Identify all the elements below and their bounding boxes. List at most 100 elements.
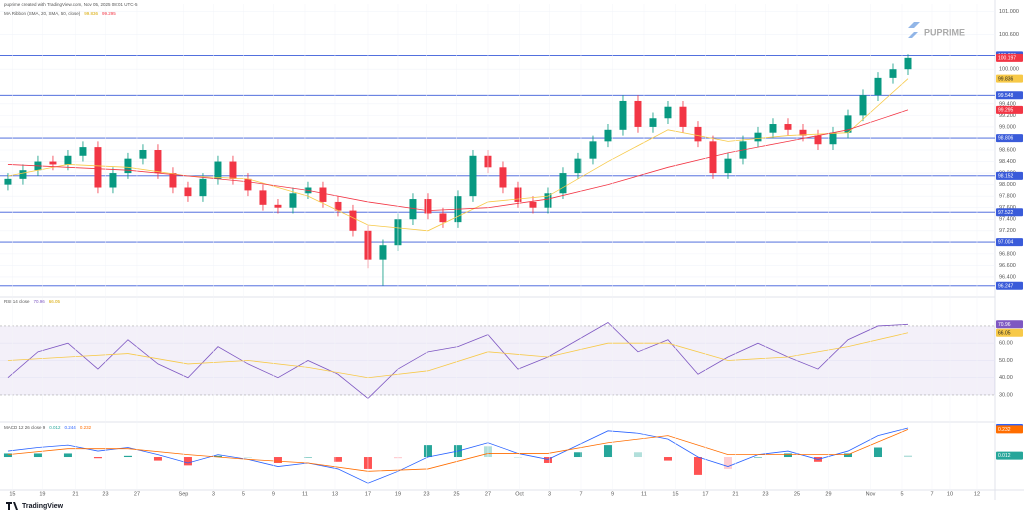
candle-body xyxy=(94,147,102,188)
candle-body xyxy=(694,126,702,142)
candle-body xyxy=(799,129,807,136)
indicator-legend: MACD 12 26 close 9 0.012 0.244 0.232 xyxy=(4,425,92,430)
indicator-name: RSI 14 close xyxy=(4,299,30,304)
candle-body xyxy=(544,193,552,208)
candle-body xyxy=(589,141,597,159)
y-tick-label: 99.000 xyxy=(999,124,1016,130)
price-tag-label: 96.247 xyxy=(998,283,1014,289)
x-tick-label: 3 xyxy=(548,491,551,497)
legend-value: 0.244 xyxy=(65,425,77,430)
logo-text: PUPRIME xyxy=(924,27,965,37)
candle-body xyxy=(679,106,687,127)
y-tick-label: 97.600 xyxy=(999,205,1016,211)
x-tick-label: 29 xyxy=(825,491,831,497)
x-tick-label: Oct xyxy=(515,491,524,497)
price-tag-label: 99.295 xyxy=(998,108,1014,114)
histogram-bar xyxy=(603,445,612,458)
indicator-line xyxy=(7,429,909,472)
x-tick-label: 17 xyxy=(365,491,371,497)
rsi-band xyxy=(0,325,995,395)
histogram-bar xyxy=(513,457,522,458)
price-tag-label: 97.004 xyxy=(998,240,1014,246)
candle-body xyxy=(409,199,417,220)
candle-body xyxy=(619,100,627,130)
y-tick-label: 100.600 xyxy=(999,32,1019,38)
x-tick-label: 25 xyxy=(453,491,459,497)
histogram-bar xyxy=(63,453,72,458)
histogram-bar xyxy=(303,457,312,458)
histogram-bar xyxy=(663,457,672,461)
candle-body xyxy=(604,129,612,142)
price-tag xyxy=(996,171,1023,180)
logo-icon xyxy=(908,22,920,38)
histogram-bar xyxy=(123,455,132,458)
candle-body xyxy=(319,187,327,202)
y-tick-label: 101.000 xyxy=(999,9,1019,15)
candle-body xyxy=(814,135,822,145)
x-tick-label: 13 xyxy=(332,491,338,497)
price-tag xyxy=(996,320,1023,329)
candle-body xyxy=(529,201,537,208)
candle-body xyxy=(559,173,567,194)
x-tick-label: 12 xyxy=(974,491,980,497)
indicator-line xyxy=(7,322,909,399)
histogram-bar xyxy=(633,452,642,458)
price-tag-label: 66.05 xyxy=(998,330,1011,336)
candle-body xyxy=(79,147,87,156)
histogram-bar xyxy=(543,457,552,463)
candle-body xyxy=(634,100,642,127)
x-tick-label: 10 xyxy=(947,491,953,497)
histogram-bar xyxy=(573,452,582,458)
x-tick-label: Nov xyxy=(866,491,876,497)
x-tick-label: 15 xyxy=(672,491,678,497)
histogram-bar xyxy=(873,447,882,458)
candle-body xyxy=(229,161,237,179)
candle-body xyxy=(19,170,27,179)
histogram-bar xyxy=(843,453,852,458)
price-tag-label: 98.806 xyxy=(998,136,1014,142)
x-tick-label: 19 xyxy=(395,491,401,497)
price-tag-label: 98.152 xyxy=(998,173,1014,179)
candle-body xyxy=(904,57,912,70)
candle-body xyxy=(469,155,477,197)
y-tick-label: 98.400 xyxy=(999,159,1016,165)
y-tick-label: 98.000 xyxy=(999,182,1016,188)
histogram-bar xyxy=(753,457,762,458)
legend-value: 66.05 xyxy=(49,299,61,304)
x-tick-label: 15 xyxy=(9,491,15,497)
y-tick-label: 96.600 xyxy=(999,263,1016,269)
candle-body xyxy=(244,178,252,191)
candle-body xyxy=(154,150,162,174)
plot-layer xyxy=(0,4,995,490)
candle-body xyxy=(4,178,12,185)
source-text: puprime created with TradingView.com, No… xyxy=(4,2,138,7)
x-tick-label: 23 xyxy=(423,491,429,497)
y-tick-label: 97.400 xyxy=(999,217,1016,223)
y-tick-label: 97.200 xyxy=(999,228,1016,234)
y-tick-label: 98.600 xyxy=(999,147,1016,153)
y-tick-label: 96.400 xyxy=(999,274,1016,280)
indicator-line xyxy=(7,332,909,379)
candle-body xyxy=(124,158,132,174)
x-tick-label: 19 xyxy=(39,491,45,497)
y-tick-label: 40.00 xyxy=(999,375,1013,381)
price-tag xyxy=(996,451,1023,460)
y-tick-label: 30.00 xyxy=(999,392,1013,398)
x-tick-label: 7 xyxy=(930,491,933,497)
price-tag-label: 99.548 xyxy=(998,93,1014,99)
candle-body xyxy=(169,173,177,188)
y-tick-label: 60.00 xyxy=(999,341,1013,347)
candle-body xyxy=(844,115,852,133)
x-tick-label: 21 xyxy=(732,491,738,497)
candle-body xyxy=(379,245,387,260)
x-tick-label: 11 xyxy=(302,491,308,497)
candle-body xyxy=(889,69,897,78)
y-tick-label: 99.400 xyxy=(999,101,1016,107)
x-tick-label: 23 xyxy=(762,491,768,497)
x-tick-label: 27 xyxy=(485,491,491,497)
price-tag xyxy=(996,425,1023,434)
x-tick-label: 11 xyxy=(641,491,647,497)
candle-body xyxy=(109,173,117,188)
